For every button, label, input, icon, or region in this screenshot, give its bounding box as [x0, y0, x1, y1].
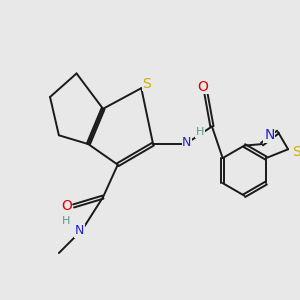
Text: N: N [75, 224, 84, 238]
Text: S: S [292, 145, 300, 159]
Text: N: N [264, 128, 274, 142]
Text: H: H [196, 127, 204, 137]
Text: N: N [182, 136, 192, 149]
Text: H: H [62, 216, 70, 226]
Text: S: S [142, 77, 151, 91]
Text: O: O [61, 199, 72, 213]
Text: O: O [198, 80, 208, 94]
